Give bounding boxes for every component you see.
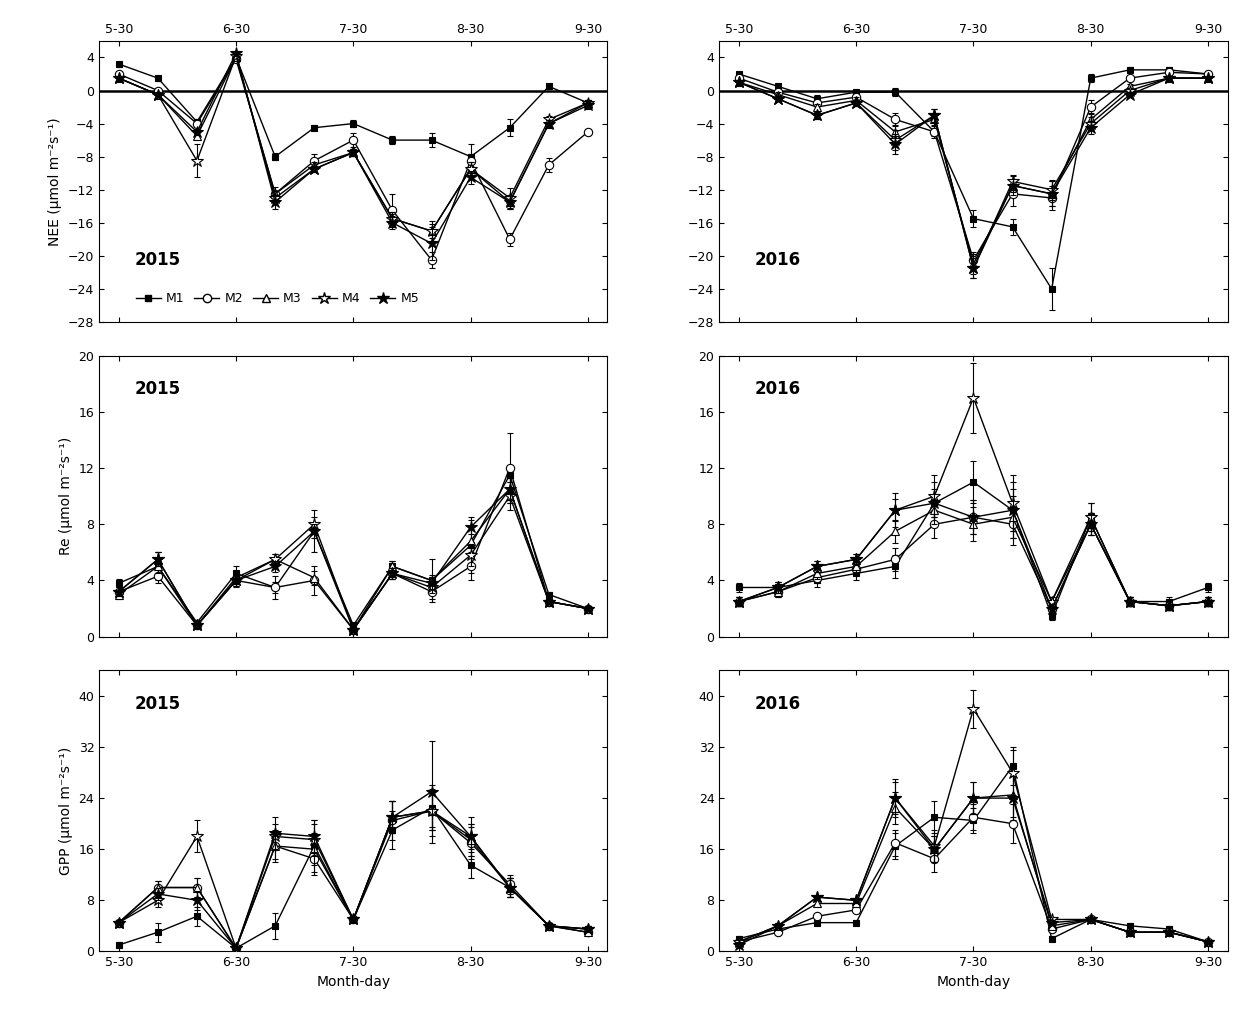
X-axis label: Month-day: Month-day xyxy=(936,975,1011,989)
Text: 2016: 2016 xyxy=(755,381,801,398)
X-axis label: Month-day: Month-day xyxy=(316,975,391,989)
Text: 2015: 2015 xyxy=(135,251,181,269)
Y-axis label: GPP (μmol m⁻²s⁻¹): GPP (μmol m⁻²s⁻¹) xyxy=(60,747,73,875)
Text: 2016: 2016 xyxy=(755,251,801,269)
Text: 2015: 2015 xyxy=(135,695,181,713)
Y-axis label: NEE (μmol m⁻²s⁻¹): NEE (μmol m⁻²s⁻¹) xyxy=(48,117,62,246)
Y-axis label: Re (μmol m⁻²s⁻¹): Re (μmol m⁻²s⁻¹) xyxy=(60,437,73,555)
Legend: M1, M2, M3, M4, M5: M1, M2, M3, M4, M5 xyxy=(131,287,424,310)
Text: 2015: 2015 xyxy=(135,381,181,398)
Text: 2016: 2016 xyxy=(755,695,801,713)
